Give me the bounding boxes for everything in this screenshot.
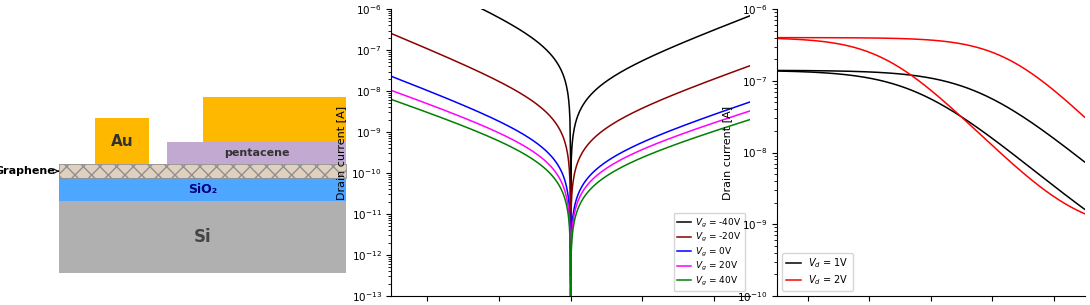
Y-axis label: Drain current [A]: Drain current [A] (336, 106, 346, 199)
Bar (59, 164, 347, 178)
Bar (59, 201, 347, 273)
Text: Graphene: Graphene (0, 166, 59, 176)
Bar (203, 97, 347, 142)
Text: SiO₂: SiO₂ (189, 183, 217, 196)
Text: Si: Si (194, 228, 211, 246)
Text: pentacene: pentacene (223, 148, 289, 158)
Bar (59, 178, 347, 201)
Text: Au: Au (111, 134, 133, 149)
Legend: $V_g$ = -40V, $V_g$ = -20V, $V_g$ = 0V, $V_g$ = 20V, $V_g$ = 40V: $V_g$ = -40V, $V_g$ = -20V, $V_g$ = 0V, … (674, 213, 746, 291)
Bar (95, 118, 149, 164)
Bar (59, 164, 347, 178)
Bar (167, 142, 347, 164)
Y-axis label: Drain current [A]: Drain current [A] (722, 106, 731, 199)
Legend: $V_d$ = 1V, $V_d$ = 2V: $V_d$ = 1V, $V_d$ = 2V (782, 253, 852, 291)
